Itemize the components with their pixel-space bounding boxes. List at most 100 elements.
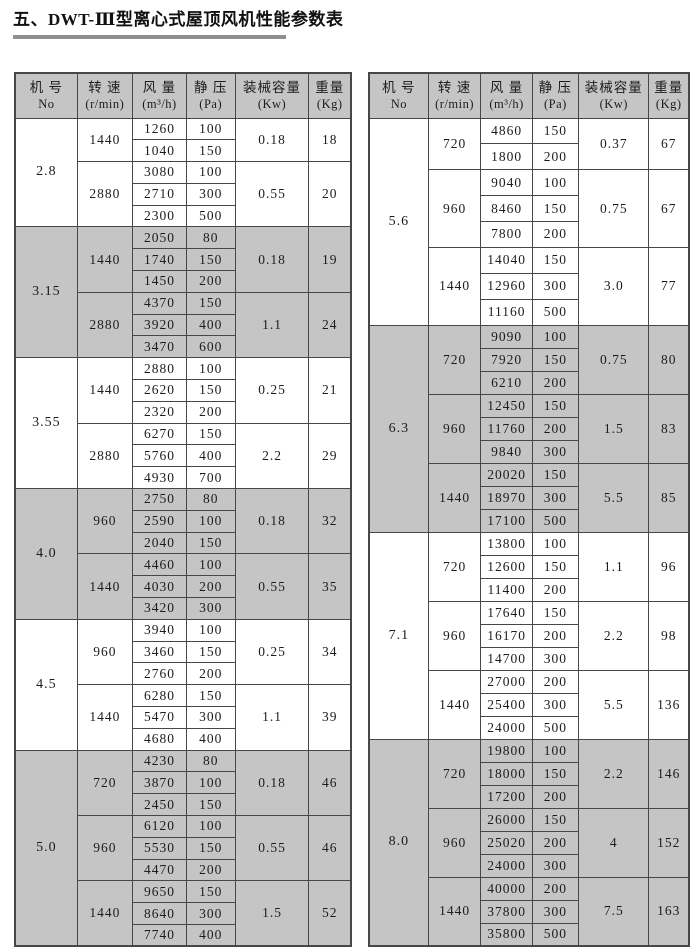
airflow-value-cell: 14040 xyxy=(480,246,533,274)
pressure-value-cell: 150 xyxy=(531,347,580,372)
speed-cell: 960 xyxy=(427,807,482,878)
tables-container: 机 号 No 转 速 (r/min) 风 量 (m³/h) 静 压 (Pa) 装械容量 (Kw) 重… xyxy=(14,72,700,948)
title-underline xyxy=(13,35,286,39)
capacity-cell: 0.75 xyxy=(578,324,650,395)
speed-cell: 960 xyxy=(76,618,134,686)
pressure-value-cell: 150 xyxy=(185,139,236,163)
weight-cell: 20 xyxy=(308,161,352,228)
header-airflow-label: 风 量 xyxy=(489,80,524,96)
performance-table-right: 机 号 No 转 速 (r/min) 风 量 (m³/h) 静 压 (Pa) 装械容量 (Kw) 重… xyxy=(368,72,690,948)
airflow-value-cell: 19800 xyxy=(480,738,533,763)
capacity-cell: 0.25 xyxy=(234,357,310,424)
pressure-value-cell: 100 xyxy=(185,357,236,381)
header-weight: 重量 (Kg) xyxy=(308,72,352,119)
speed-cell: 2880 xyxy=(76,161,134,228)
table-row: 2450 150 xyxy=(15,793,351,816)
table-row: 3920 400 xyxy=(15,313,351,337)
pressure-value-cell: 150 xyxy=(185,291,236,315)
header-airflow-unit: (m³/h) xyxy=(142,97,177,112)
pressure-value-cell: 400 xyxy=(185,444,236,468)
capacity-cell: 1.1 xyxy=(234,291,310,359)
pressure-value-cell: 300 xyxy=(531,899,580,924)
pressure-value-cell: 150 xyxy=(185,793,236,816)
weight-cell: 35 xyxy=(308,553,352,620)
pressure-value-cell: 200 xyxy=(531,577,580,602)
pressure-value-cell: 150 xyxy=(531,462,580,487)
airflow-value-cell: 4460 xyxy=(132,553,187,577)
header-machine-no-unit: No xyxy=(38,97,55,112)
weight-cell: 83 xyxy=(648,393,690,464)
weight-cell: 29 xyxy=(308,422,352,490)
machine-no-cell: 5.0 xyxy=(14,749,78,947)
airflow-value-cell: 6270 xyxy=(132,422,187,446)
airflow-value-cell: 3870 xyxy=(132,771,187,795)
capacity-cell: 0.18 xyxy=(234,117,310,163)
table-row: 2620 150 xyxy=(15,379,351,402)
airflow-value-cell: 2590 xyxy=(132,509,187,533)
table-row: 960 6120 100 0.55 46 xyxy=(15,814,352,882)
airflow-value-cell: 4030 xyxy=(132,575,187,599)
airflow-value-cell: 25400 xyxy=(480,692,533,717)
airflow-value-cell: 2750 xyxy=(132,488,187,511)
table-row: 7920 150 xyxy=(369,347,689,372)
header-capacity-label: 装械容量 xyxy=(584,80,643,96)
airflow-value-cell: 2620 xyxy=(132,379,187,402)
pressure-value-cell: 100 xyxy=(185,815,236,838)
airflow-value-cell: 6210 xyxy=(480,370,533,395)
pressure-value-cell: 200 xyxy=(531,830,580,855)
speed-cell: 720 xyxy=(427,117,482,171)
header-weight-label: 重量 xyxy=(654,80,684,96)
table-row: 2880 6270 150 2.2 29 xyxy=(15,422,352,490)
table-row: 2300 500 xyxy=(15,204,351,228)
airflow-value-cell: 4930 xyxy=(132,466,187,490)
airflow-value-cell: 2320 xyxy=(132,400,187,424)
pressure-value-cell: 150 xyxy=(531,807,580,832)
header-static-pressure: 静 压 (Pa) xyxy=(531,72,580,119)
machine-no-cell: 4.0 xyxy=(14,488,78,620)
speed-cell: 1440 xyxy=(427,669,482,740)
pressure-value-cell: 100 xyxy=(185,161,236,184)
table-row: 4.0 960 2750 80 0.18 32 xyxy=(14,488,352,620)
speed-cell: 2880 xyxy=(76,422,134,490)
pressure-value-cell: 200 xyxy=(531,876,580,901)
table-row: 12600 150 xyxy=(369,554,689,579)
airflow-value-cell: 17200 xyxy=(480,784,533,809)
capacity-cell: 5.5 xyxy=(578,462,650,533)
table-row: 4680 400 xyxy=(15,727,351,751)
table-row: 7740 400 xyxy=(15,923,351,947)
table-row: 960 17640 150 2.2 98 xyxy=(369,600,690,671)
table-row: 3870 100 xyxy=(15,771,351,795)
capacity-cell: 4 xyxy=(578,807,650,878)
airflow-value-cell: 1450 xyxy=(132,270,187,293)
table-row: 2760 200 xyxy=(15,662,351,686)
weight-cell: 19 xyxy=(308,226,352,293)
pressure-value-cell: 80 xyxy=(185,488,236,511)
capacity-cell: 0.18 xyxy=(234,749,310,817)
weight-cell: 77 xyxy=(648,246,690,326)
pressure-value-cell: 300 xyxy=(531,272,580,300)
pressure-value-cell: 150 xyxy=(185,248,236,272)
table-row: 3460 150 xyxy=(15,640,351,664)
header-weight-unit: (Kg) xyxy=(655,97,682,112)
pressure-value-cell: 150 xyxy=(531,600,580,625)
pressure-value-cell: 600 xyxy=(185,335,236,359)
table-row: 960 26000 150 4 152 xyxy=(369,807,690,878)
table-row: 5530 150 xyxy=(15,836,351,860)
pressure-value-cell: 300 xyxy=(531,439,580,464)
header-capacity: 装械容量 (Kw) xyxy=(234,72,310,119)
airflow-value-cell: 3470 xyxy=(132,335,187,359)
pressure-value-cell: 500 xyxy=(531,298,580,326)
speed-cell: 960 xyxy=(76,814,134,882)
weight-cell: 152 xyxy=(648,807,690,878)
pressure-value-cell: 150 xyxy=(531,195,580,222)
pressure-value-cell: 100 xyxy=(185,618,236,642)
airflow-value-cell: 24000 xyxy=(480,715,533,740)
table-row: 17200 200 xyxy=(369,784,689,809)
pressure-value-cell: 200 xyxy=(185,662,236,686)
weight-cell: 46 xyxy=(308,814,352,882)
pressure-value-cell: 300 xyxy=(185,706,236,729)
header-row: 机 号 No 转 速 (r/min) 风 量 (m³/h) 静 压 (Pa) 装械容量 (Kw) 重… xyxy=(368,72,690,119)
speed-cell: 960 xyxy=(427,600,482,671)
table-row: 1440 9650 150 1.5 52 xyxy=(15,880,352,947)
capacity-cell: 0.55 xyxy=(234,553,310,620)
